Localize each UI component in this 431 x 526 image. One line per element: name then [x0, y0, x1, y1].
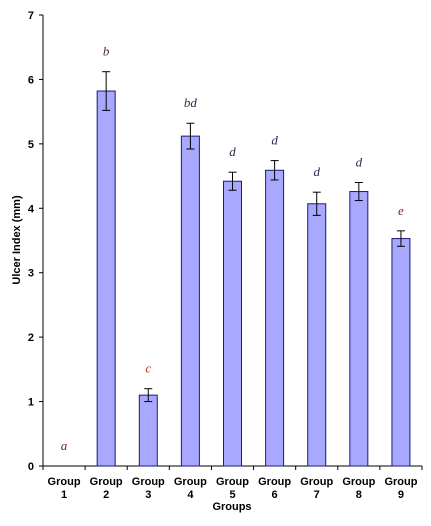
x-tick-label: Group 5	[216, 476, 249, 501]
significance-label: d	[356, 155, 363, 170]
bar	[96, 90, 116, 467]
significance-label: d	[313, 164, 320, 179]
significance-label: a	[61, 438, 68, 453]
x-tick-label: Group 2	[90, 476, 123, 501]
x-tick-label: Group 7	[300, 476, 333, 501]
bar-group: d	[307, 164, 327, 467]
bar	[180, 135, 200, 467]
significance-label: c	[145, 361, 151, 376]
significance-label: e	[398, 203, 404, 218]
significance-label: d	[229, 144, 236, 159]
x-tick-label: Group 9	[384, 476, 417, 501]
y-tick-label: 7	[28, 10, 34, 22]
bar-group: c	[138, 361, 158, 467]
x-axis-title: Groups	[212, 501, 251, 513]
significance-label: d	[271, 133, 278, 148]
bar-group: bd	[180, 95, 200, 467]
x-tick-label: Group 3	[132, 476, 165, 501]
y-tick-label: 0	[28, 461, 34, 473]
bar	[265, 169, 285, 467]
bar-group: a	[61, 438, 68, 453]
bar	[349, 191, 369, 467]
y-tick-label: 6	[28, 74, 34, 86]
y-axis-title: Ulcer Index (mm)	[11, 195, 23, 285]
significance-label: bd	[184, 95, 198, 110]
bar-group: b	[96, 44, 116, 467]
bar-group: d	[223, 144, 242, 467]
x-tick-label: Group 4	[174, 476, 207, 501]
x-axis-tick-labels: Group 1 Group 2 Group 3 Group 4 Group 5 Group 6 Grou…	[48, 476, 418, 501]
bar	[223, 180, 242, 467]
bar	[138, 394, 158, 467]
y-tick-label: 5	[28, 139, 34, 151]
bar	[307, 203, 327, 467]
y-axis-ticks: 0 1 2 3 4 5 6 7	[28, 10, 43, 473]
y-tick-label: 3	[28, 268, 34, 280]
bar-group: e	[391, 203, 411, 467]
chart-bars: a b c bd d d d d e	[61, 44, 411, 467]
x-tick-label: Group 6	[258, 476, 291, 501]
bar-group: d	[349, 155, 369, 467]
x-tick-label: Group 1	[48, 476, 81, 501]
bar	[391, 238, 411, 467]
y-tick-label: 4	[28, 203, 35, 215]
y-tick-label: 1	[28, 397, 34, 409]
significance-label: b	[103, 44, 110, 59]
x-tick-label: Group 8	[342, 476, 375, 501]
bar-group: d	[265, 133, 285, 467]
y-tick-label: 2	[28, 332, 34, 344]
